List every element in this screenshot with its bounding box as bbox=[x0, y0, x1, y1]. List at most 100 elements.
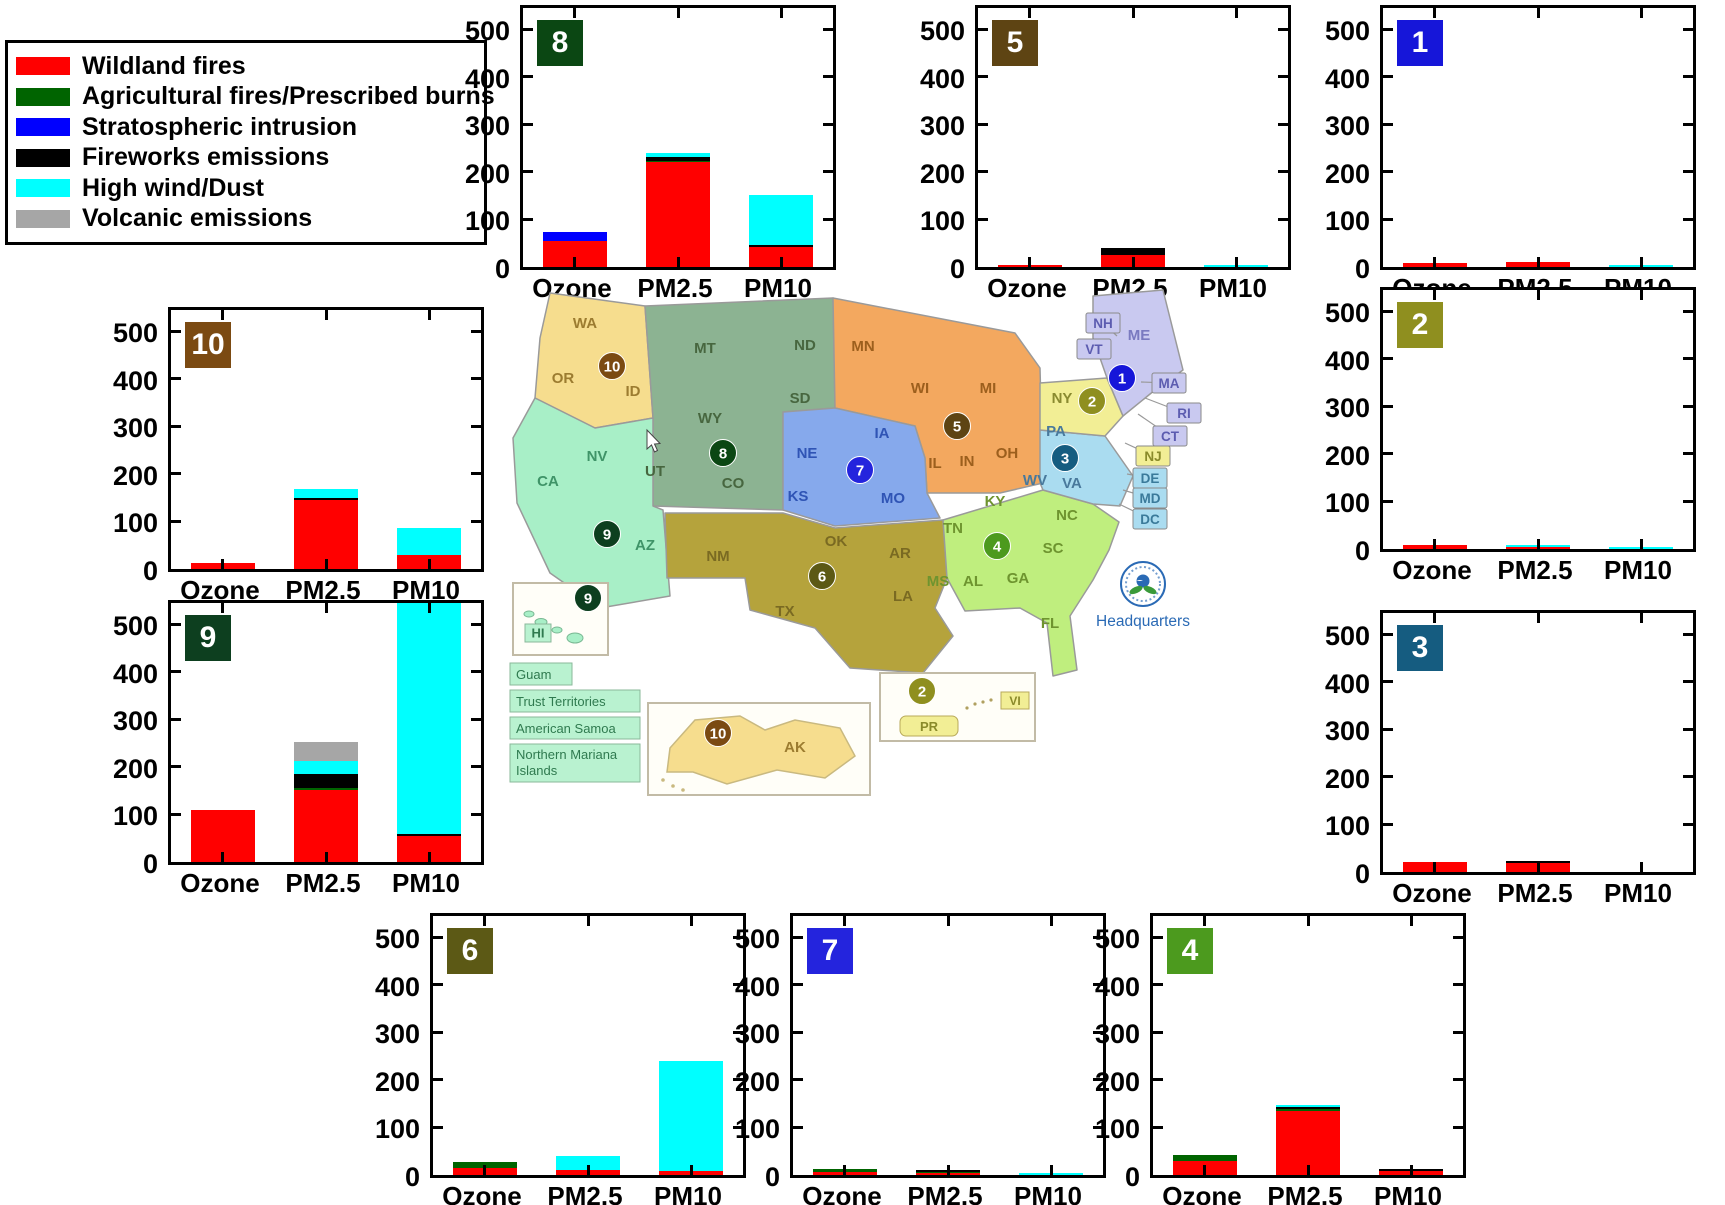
territory-label: Guam bbox=[516, 667, 551, 682]
y-axis-tick bbox=[1453, 1126, 1463, 1129]
badge-circle bbox=[846, 456, 874, 484]
state-label-box bbox=[1076, 338, 1112, 360]
y-axis-label: 300 bbox=[734, 1019, 780, 1049]
y-axis-label: 0 bbox=[494, 254, 510, 284]
y-axis-tick bbox=[471, 472, 481, 475]
state-box-label-RI: RI bbox=[1166, 402, 1202, 424]
y-axis-tick bbox=[1153, 1078, 1163, 1081]
y-axis-label: 400 bbox=[1324, 669, 1370, 699]
y-axis-tick bbox=[1383, 170, 1393, 173]
x-axis-label: PM2.5 bbox=[637, 273, 713, 303]
puerto-rico-label: PR bbox=[920, 719, 939, 734]
y-axis-tick bbox=[523, 28, 533, 31]
y-axis-tick bbox=[1383, 728, 1393, 731]
bar-segment-fireworks-pm2.5 bbox=[294, 498, 358, 501]
bar-segment-wildland-pm2.5 bbox=[294, 500, 358, 569]
legend-item: Volcanic emissions bbox=[16, 204, 474, 235]
category-tick bbox=[1537, 862, 1540, 872]
y-axis-label: 400 bbox=[1324, 346, 1370, 376]
y-axis-label: 200 bbox=[464, 159, 510, 189]
y-axis-tick bbox=[1383, 123, 1393, 126]
plot-area: 7 bbox=[790, 913, 1106, 1178]
y-axis-label: 100 bbox=[919, 206, 965, 236]
state-label-KY: KY bbox=[985, 493, 1006, 510]
badge-circle bbox=[1108, 364, 1136, 392]
bar-segment-wildland-pm2.5 bbox=[646, 162, 710, 267]
category-tick bbox=[221, 852, 224, 862]
y-axis-tick bbox=[1383, 310, 1393, 313]
y-axis-label: 0 bbox=[1354, 254, 1370, 284]
badge-number: 6 bbox=[818, 569, 826, 586]
state-label-PA: PA bbox=[1046, 423, 1066, 440]
category-tick bbox=[947, 916, 950, 926]
state-label-NY: NY bbox=[1052, 390, 1073, 407]
y-axis-tick bbox=[978, 28, 988, 31]
state-label-ME: ME bbox=[1128, 327, 1151, 344]
y-axis-label: 100 bbox=[464, 206, 510, 236]
map-region-badge-10: 10 bbox=[598, 352, 626, 380]
epa-headquarters-logo: Headquarters bbox=[1096, 561, 1190, 630]
y-axis-label: 500 bbox=[1324, 16, 1370, 46]
bar-segment-fireworks-pm2.5 bbox=[294, 773, 358, 788]
plot-area: 4 bbox=[1150, 913, 1466, 1178]
y-axis-tick bbox=[793, 1126, 803, 1129]
state-box-label-CT: CT bbox=[1152, 425, 1188, 447]
y-axis-tick bbox=[1453, 1031, 1463, 1034]
y-axis-label: 500 bbox=[112, 611, 158, 641]
state-label-MO: MO bbox=[881, 490, 905, 507]
state-label-NV: NV bbox=[587, 448, 608, 465]
y-axis-label: 500 bbox=[734, 924, 780, 954]
category-tick bbox=[483, 1165, 486, 1175]
y-axis-tick bbox=[1683, 633, 1693, 636]
y-axis-tick bbox=[471, 718, 481, 721]
map-region-badge-5: 5 bbox=[943, 412, 971, 440]
state-label-CO: CO bbox=[722, 475, 745, 492]
y-axis-tick bbox=[1093, 936, 1103, 939]
bar-segment-wind-pm10 bbox=[749, 194, 813, 246]
bar-segment-wildland-pm2.5 bbox=[1276, 1110, 1340, 1175]
state-label-ND: ND bbox=[794, 337, 816, 354]
y-axis-tick bbox=[1683, 75, 1693, 78]
x-axis-label: PM10 bbox=[1014, 1181, 1082, 1205]
state-box-label-DE: DE bbox=[1132, 467, 1168, 489]
state-label-KS: KS bbox=[788, 488, 809, 505]
badge-number: 7 bbox=[856, 463, 864, 480]
y-axis-tick bbox=[1383, 500, 1393, 503]
map-region-badge-8: 8 bbox=[709, 439, 737, 467]
state-label-IL: IL bbox=[928, 455, 941, 472]
badge-circle bbox=[908, 677, 936, 705]
y-axis-tick bbox=[1153, 1126, 1163, 1129]
state-label-SC: SC bbox=[1043, 540, 1064, 557]
y-axis-tick bbox=[793, 1031, 803, 1034]
category-tick bbox=[1028, 8, 1031, 18]
category-tick bbox=[1433, 862, 1436, 872]
legend-item: Agricultural fires/Prescribed burns bbox=[16, 82, 495, 113]
category-tick bbox=[1050, 916, 1053, 926]
legend-swatch-icon bbox=[16, 179, 70, 198]
bar-segment-fireworks-pm2.5 bbox=[1506, 860, 1570, 863]
map-region-badge-1: 1 bbox=[1108, 364, 1136, 392]
y-axis-label: 200 bbox=[112, 461, 158, 491]
y-axis-tick bbox=[471, 670, 481, 673]
y-axis-tick bbox=[171, 813, 181, 816]
state-box-label-VT: VT bbox=[1076, 338, 1112, 360]
category-tick bbox=[1537, 613, 1540, 623]
y-axis-tick bbox=[433, 1031, 443, 1034]
y-axis-tick bbox=[471, 813, 481, 816]
badge-circle bbox=[1051, 444, 1079, 472]
y-axis-label: 100 bbox=[374, 1114, 420, 1144]
category-tick bbox=[780, 257, 783, 267]
legend-swatch-icon bbox=[16, 209, 70, 228]
y-axis-tick bbox=[733, 1126, 743, 1129]
territory-box bbox=[509, 689, 641, 713]
y-axis-tick bbox=[1683, 405, 1693, 408]
y-axis-tick bbox=[1683, 357, 1693, 360]
category-tick bbox=[690, 916, 693, 926]
y-axis-tick bbox=[823, 218, 833, 221]
badge-circle bbox=[808, 562, 836, 590]
category-tick bbox=[1132, 8, 1135, 18]
y-axis-label: 200 bbox=[112, 754, 158, 784]
category-tick bbox=[483, 916, 486, 926]
